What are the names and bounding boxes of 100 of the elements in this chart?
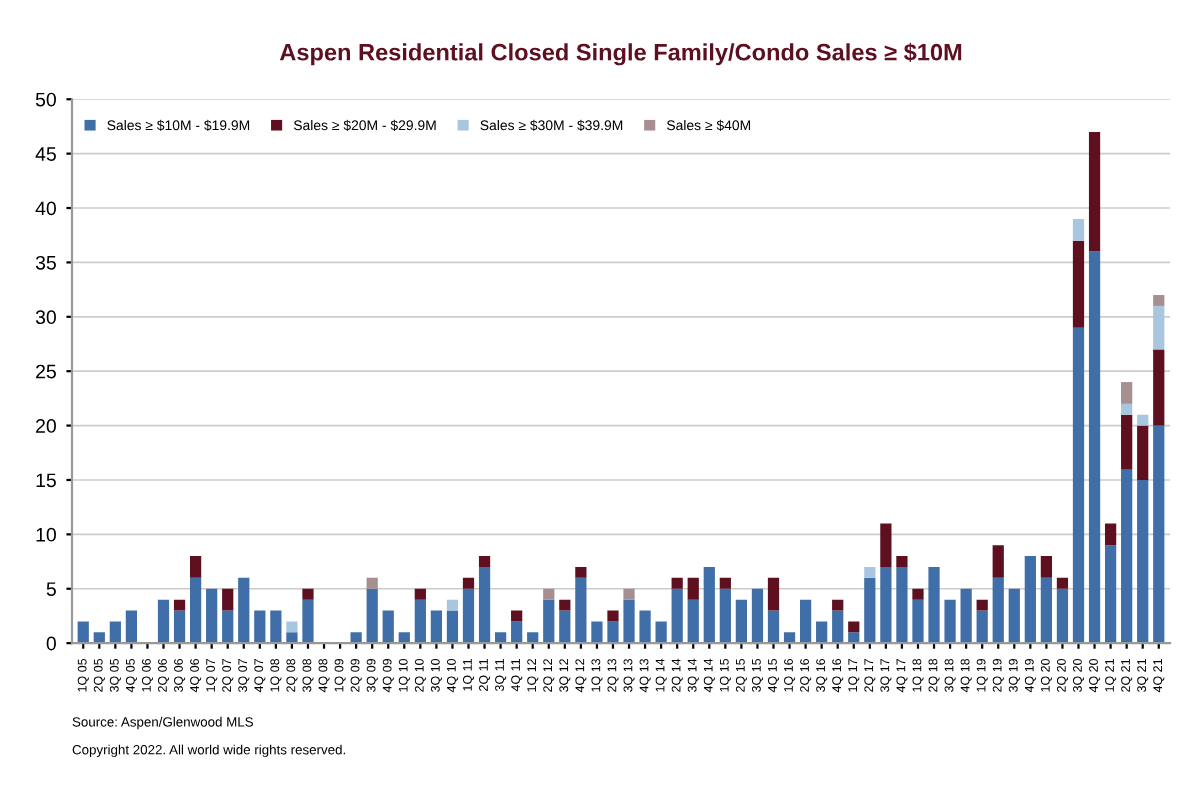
bar xyxy=(543,588,555,600)
bar xyxy=(157,599,170,644)
bar xyxy=(719,588,731,644)
bar xyxy=(1153,305,1165,350)
bar xyxy=(270,610,282,644)
y-tick-label: 20 xyxy=(36,419,56,433)
bar xyxy=(189,556,202,578)
bar xyxy=(1040,577,1053,644)
bar xyxy=(206,588,218,644)
bar xyxy=(398,632,410,644)
bar xyxy=(816,621,828,644)
bar xyxy=(1056,577,1069,589)
bar xyxy=(623,588,635,600)
bar xyxy=(575,577,587,644)
bar xyxy=(430,610,443,644)
bar xyxy=(1072,240,1085,328)
y-tick-label: 5 xyxy=(46,582,56,596)
bar xyxy=(254,610,266,644)
bar xyxy=(575,567,587,578)
bar xyxy=(125,610,138,644)
bar xyxy=(671,588,683,644)
bar xyxy=(238,577,250,644)
bar xyxy=(446,599,459,611)
bar xyxy=(912,588,924,600)
y-tick-label: 45 xyxy=(35,147,56,161)
bar xyxy=(751,588,764,644)
bar xyxy=(1088,131,1101,252)
y-tick-label: 30 xyxy=(35,310,56,325)
bar xyxy=(1137,425,1149,480)
bar xyxy=(382,610,394,644)
bar xyxy=(687,599,699,644)
bar xyxy=(880,523,892,567)
bar xyxy=(414,599,426,644)
bar xyxy=(93,632,105,644)
bar xyxy=(992,545,1004,578)
bar xyxy=(1121,403,1133,415)
bar xyxy=(559,610,571,644)
bar xyxy=(1104,523,1117,546)
bar xyxy=(1040,556,1053,578)
y-tick-label: 10 xyxy=(36,527,56,542)
bar xyxy=(799,599,812,644)
bar xyxy=(896,567,908,644)
bar xyxy=(494,632,507,644)
bar xyxy=(173,610,186,644)
bar xyxy=(414,588,426,600)
bar xyxy=(559,599,571,611)
bar xyxy=(302,599,314,644)
bar xyxy=(511,610,523,622)
bar xyxy=(655,621,667,644)
bar xyxy=(976,610,988,644)
bar xyxy=(591,621,603,644)
bar xyxy=(783,632,796,644)
bar xyxy=(960,588,972,644)
bar xyxy=(1121,469,1133,644)
bar xyxy=(1088,251,1101,644)
bar xyxy=(880,567,892,644)
bar xyxy=(302,588,314,600)
bar xyxy=(527,632,539,644)
bar xyxy=(864,567,876,578)
bar xyxy=(222,588,234,611)
bar xyxy=(511,621,523,644)
bar xyxy=(1153,295,1165,306)
bar xyxy=(607,610,619,622)
bar xyxy=(928,567,940,644)
bar xyxy=(1072,327,1085,644)
bar xyxy=(719,577,731,589)
bar xyxy=(703,567,715,644)
bar xyxy=(1137,479,1149,644)
chart-title: Aspen Residential Closed Single Family/Condo Sales ≥ $10M xyxy=(279,42,962,66)
bar xyxy=(109,621,121,644)
bar xyxy=(671,577,683,589)
bar xyxy=(848,632,860,644)
bar xyxy=(189,577,202,644)
bar xyxy=(848,621,860,633)
bar xyxy=(912,599,924,644)
bar xyxy=(735,599,748,644)
bar xyxy=(687,577,699,600)
y-tick-label: 0 xyxy=(46,636,56,651)
bar xyxy=(222,610,234,644)
y-tick-label: 50 xyxy=(35,92,56,107)
bar xyxy=(767,610,780,644)
bar xyxy=(1153,425,1165,644)
bar xyxy=(1121,414,1133,470)
bar xyxy=(607,621,619,644)
bar xyxy=(992,577,1004,644)
bar xyxy=(366,588,378,644)
bar xyxy=(832,599,844,611)
bar xyxy=(286,632,298,644)
bar xyxy=(350,632,362,644)
bar xyxy=(896,556,908,567)
y-tick-label: 40 xyxy=(35,201,56,216)
bar xyxy=(639,610,651,644)
bar xyxy=(478,556,491,567)
bar xyxy=(77,621,89,644)
bar xyxy=(1056,588,1069,644)
bar xyxy=(462,577,475,589)
y-tick-label: 25 xyxy=(36,364,56,379)
bar xyxy=(1137,414,1149,426)
bar xyxy=(173,599,186,611)
y-tick-label: 35 xyxy=(35,255,56,270)
